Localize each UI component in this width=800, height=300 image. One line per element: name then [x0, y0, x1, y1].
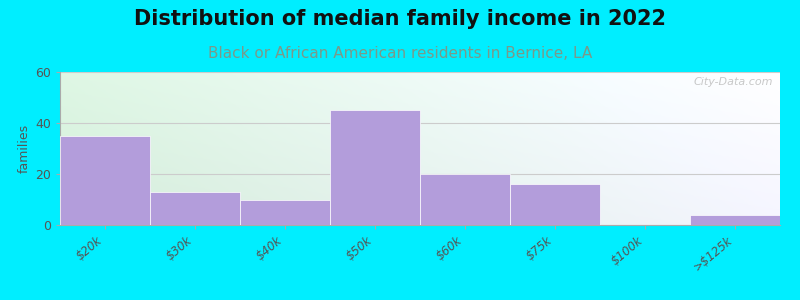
Y-axis label: families: families [18, 124, 31, 173]
Bar [330, 110, 420, 225]
Bar [60, 136, 150, 225]
Text: City-Data.com: City-Data.com [694, 76, 773, 87]
Bar [420, 174, 510, 225]
Bar [240, 200, 330, 225]
Bar [690, 215, 780, 225]
Text: Black or African American residents in Bernice, LA: Black or African American residents in B… [208, 46, 592, 62]
Bar [510, 184, 600, 225]
Bar [150, 192, 240, 225]
Text: Distribution of median family income in 2022: Distribution of median family income in … [134, 9, 666, 29]
